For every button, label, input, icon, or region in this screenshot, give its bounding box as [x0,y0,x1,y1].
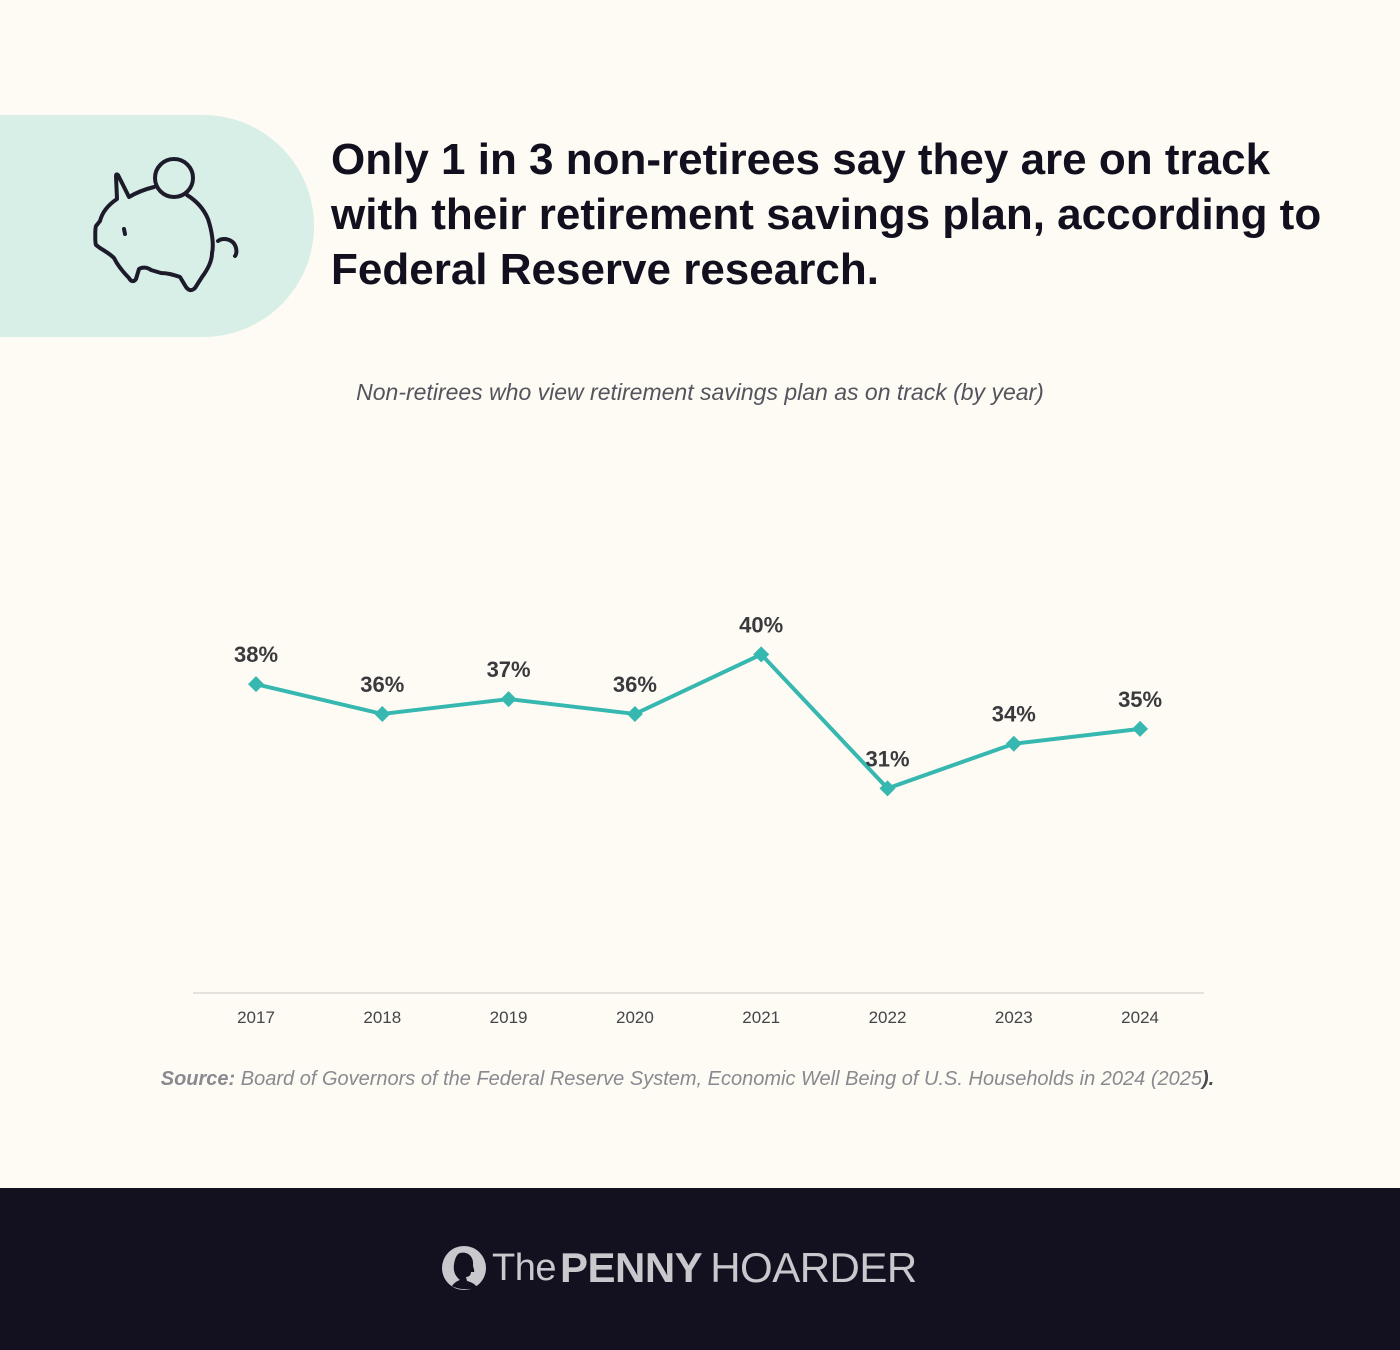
x-tick-label: 2020 [616,1008,654,1027]
data-point-marker [500,691,517,708]
piggy-bank-icon [93,157,239,293]
x-tick-label: 2024 [1121,1008,1159,1027]
brand-hoarder: HOARDER [710,1244,917,1291]
x-tick-label: 2021 [742,1008,780,1027]
headline: Only 1 in 3 non-retirees say they are on… [331,135,1322,294]
x-tick-label: 2022 [869,1008,907,1027]
data-label: 35% [1118,687,1162,712]
brand-the: The [492,1246,556,1289]
data-point-marker [879,780,896,797]
brand-logo[interactable]: The PENNY HOARDER [441,1244,917,1292]
x-tick-label: 2017 [237,1008,275,1027]
icon-panel [0,115,314,337]
brand-penny: PENNY [559,1244,703,1291]
source-end: ). [1202,1068,1215,1090]
data-label: 40% [739,612,783,637]
footer-bar [0,1188,1400,1350]
data-point-marker [626,705,643,722]
data-label: 37% [487,657,531,682]
penny-portrait-icon [442,1246,486,1290]
series-line [254,652,1143,791]
x-tick-label: 2019 [490,1008,528,1027]
data-label: 36% [613,672,657,697]
data-label: 31% [865,746,909,771]
source-note: Source: Board of Governors of the Federa… [0,1068,1375,1091]
source-text: Board of Governors of the Federal Reserv… [235,1068,1203,1090]
data-point-marker [374,705,391,722]
data-point-marker [248,676,264,693]
data-label: 36% [360,672,404,697]
data-point-marker [753,646,770,663]
data-label: 34% [992,702,1036,727]
chart-title: Non-retirees who view retirement savings… [356,379,1044,405]
data-point-marker [1005,735,1022,752]
data-label: 38% [234,642,278,667]
line-chart: 38% 36% 37% 36% 40% 31% 34% 35% 2017 2018 2019 202… [193,612,1204,1027]
data-point-marker [1132,720,1149,737]
x-tick-label: 2023 [995,1008,1033,1027]
x-tick-label: 2018 [363,1008,401,1027]
source-label: Source: [160,1068,236,1090]
